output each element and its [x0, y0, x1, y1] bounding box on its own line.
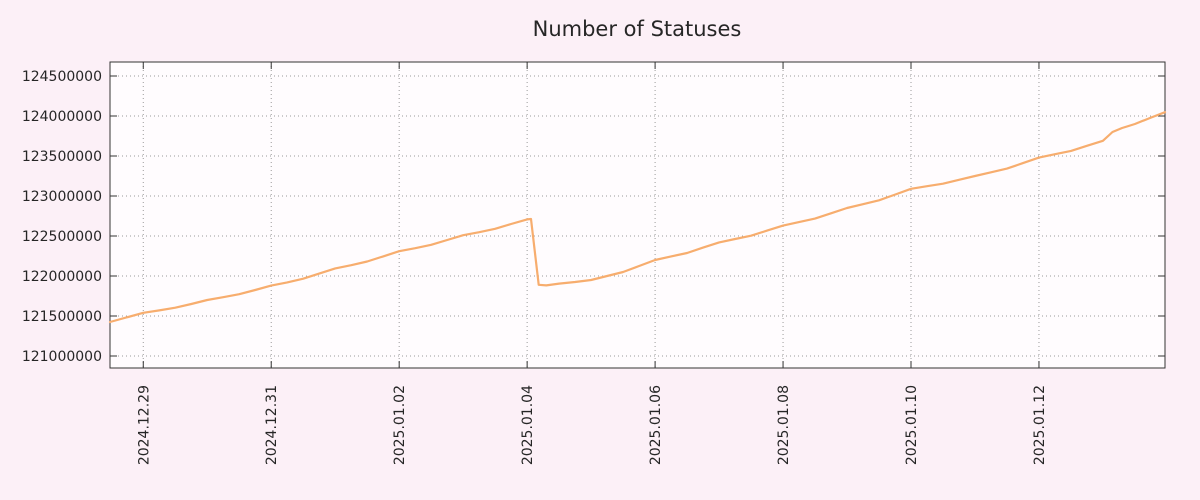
y-tick-label: 123500000	[22, 149, 102, 165]
statuses-series-line	[108, 111, 1167, 324]
x-tick-label: 2025.01.12	[1032, 385, 1048, 465]
plot-bg	[110, 62, 1165, 368]
x-tick-label: 2025.01.10	[904, 385, 920, 465]
chart-title: Number of Statuses	[533, 17, 742, 41]
y-tick-label: 123000000	[22, 189, 102, 205]
y-tick-label: 121500000	[22, 309, 102, 325]
x-tick-label: 2025.01.04	[520, 385, 536, 465]
plot-border	[109, 61, 1166, 369]
x-tick-label: 2025.01.08	[776, 385, 792, 465]
x-tick-label: 2024.12.31	[264, 385, 280, 465]
y-tick-label: 122500000	[22, 229, 102, 245]
y-tick-label: 124000000	[22, 109, 102, 125]
x-tick-label: 2025.01.02	[392, 385, 408, 465]
y-tick-label: 122000000	[22, 269, 102, 285]
x-tick-label: 2024.12.29	[136, 385, 152, 465]
x-tick-label: 2025.01.06	[648, 385, 664, 465]
y-tick-label: 121000000	[22, 349, 102, 365]
plot-area: 121000000 121500000 122000000 122500000 1230…	[22, 61, 1167, 465]
y-tick-label: 124500000	[22, 69, 102, 85]
